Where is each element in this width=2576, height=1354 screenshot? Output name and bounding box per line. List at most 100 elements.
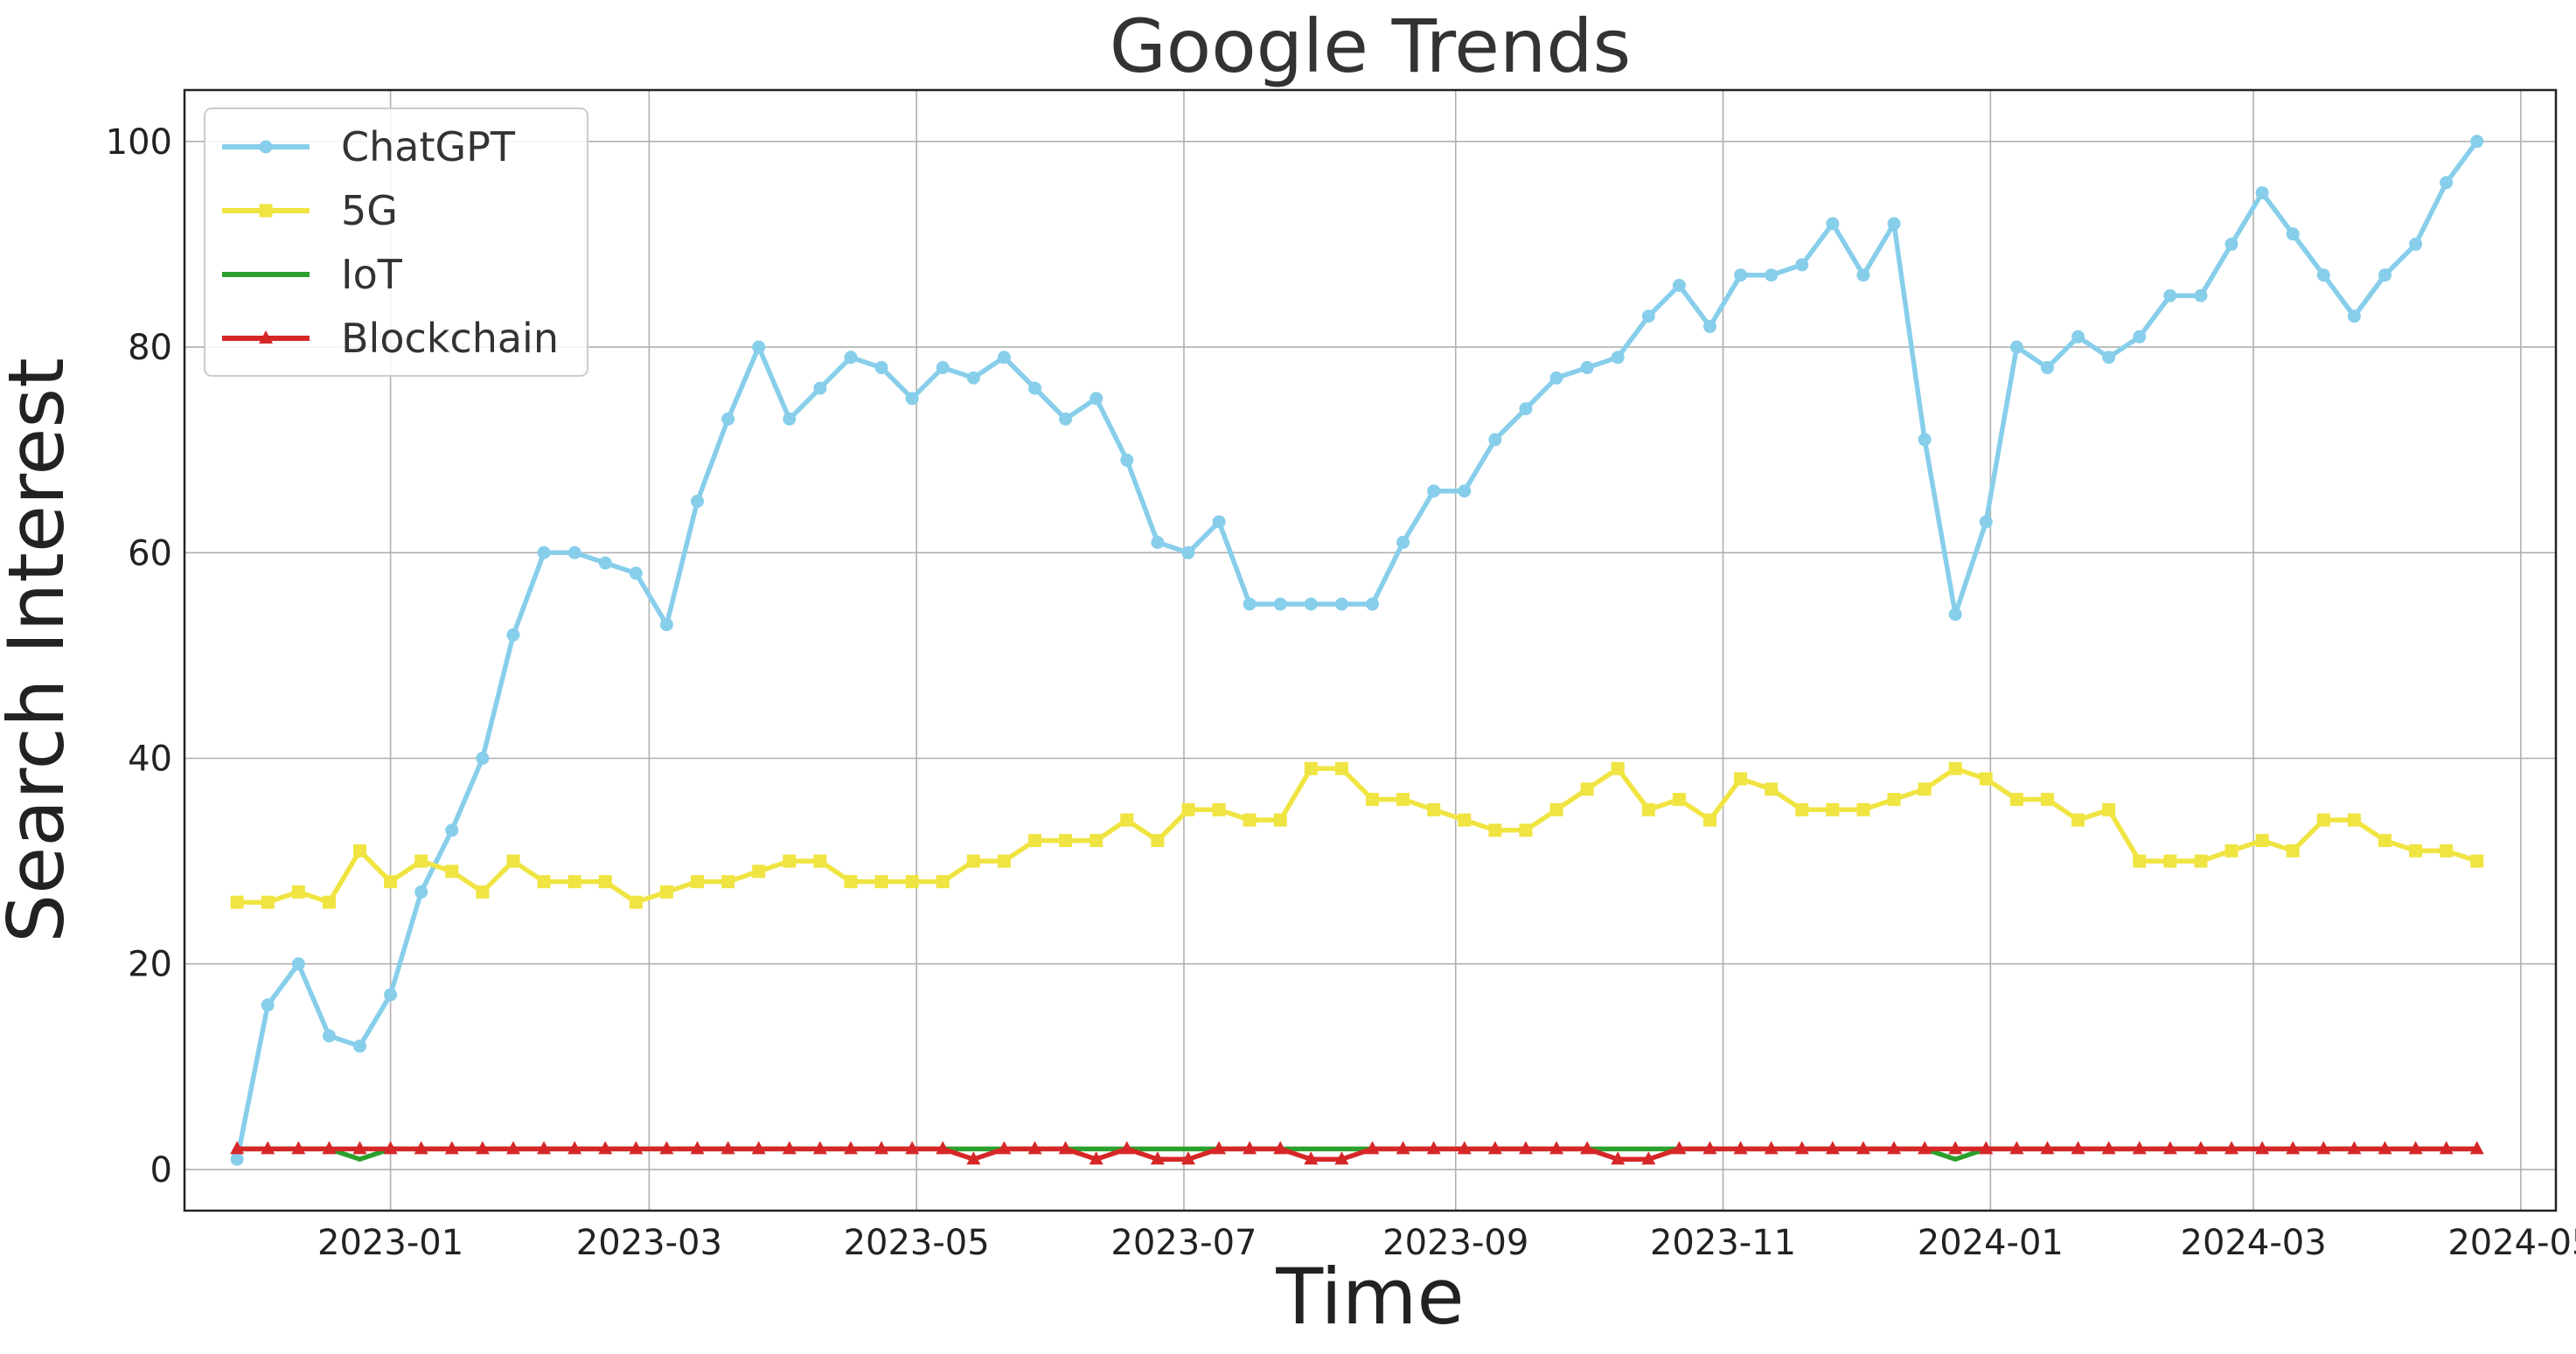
data-point-5g	[2378, 834, 2392, 848]
data-point-blockchain	[2469, 1141, 2484, 1155]
data-point-5g	[1243, 813, 1257, 827]
data-point-chatgpt	[1366, 597, 1380, 611]
data-point-5g	[2255, 834, 2269, 848]
data-point-blockchain	[1948, 1141, 1963, 1155]
data-point-chatgpt	[1396, 536, 1410, 550]
data-point-blockchain	[383, 1141, 398, 1155]
data-point-chatgpt	[230, 1152, 244, 1166]
data-point-blockchain	[659, 1141, 674, 1155]
data-point-blockchain	[1518, 1141, 1533, 1155]
legend-marker	[259, 204, 273, 218]
x-tick-label: 2024-03	[2181, 1223, 2327, 1263]
data-point-blockchain	[475, 1141, 490, 1155]
data-point-chatgpt	[1304, 597, 1318, 611]
data-point-5g	[230, 895, 244, 909]
data-point-blockchain	[997, 1141, 1012, 1155]
series-blockchain	[230, 1141, 2484, 1165]
y-tick-label: 20	[128, 945, 172, 985]
data-point-chatgpt	[2286, 227, 2300, 241]
data-point-blockchain	[2009, 1141, 2024, 1155]
data-point-blockchain	[414, 1141, 428, 1155]
data-point-chatgpt	[598, 556, 612, 570]
data-point-5g	[353, 844, 367, 858]
data-point-5g	[2102, 802, 2116, 816]
data-point-chatgpt	[567, 545, 581, 559]
data-point-chatgpt	[1212, 515, 1226, 529]
data-point-blockchain	[629, 1141, 644, 1155]
data-point-blockchain	[1426, 1141, 1441, 1155]
data-point-5g	[1120, 813, 1134, 827]
data-point-5g	[1304, 761, 1318, 775]
data-point-chatgpt	[721, 412, 735, 426]
data-point-chatgpt	[2224, 237, 2238, 251]
data-point-blockchain	[291, 1141, 306, 1155]
y-tick-label: 60	[128, 533, 172, 573]
data-point-5g	[1672, 793, 1686, 807]
plot-frame	[183, 88, 2558, 1212]
data-point-chatgpt	[659, 618, 673, 632]
data-point-chatgpt	[1826, 217, 1840, 231]
data-point-5g	[2286, 844, 2300, 858]
data-point-blockchain	[1487, 1141, 1502, 1155]
data-point-chatgpt	[2071, 330, 2085, 344]
data-point-chatgpt	[1918, 433, 1932, 447]
data-point-chatgpt	[1795, 258, 1809, 272]
data-point-chatgpt	[1549, 371, 1563, 385]
data-point-blockchain	[1119, 1141, 1134, 1155]
data-point-blockchain	[751, 1141, 766, 1155]
data-point-chatgpt	[1611, 351, 1625, 365]
data-point-blockchain	[1089, 1151, 1104, 1165]
data-point-blockchain	[905, 1141, 920, 1155]
data-point-blockchain	[2162, 1141, 2177, 1155]
data-point-5g	[2071, 813, 2085, 827]
data-point-blockchain	[1702, 1141, 1717, 1155]
data-point-chatgpt	[874, 361, 888, 375]
data-point-chatgpt	[1090, 392, 1104, 406]
data-point-chatgpt	[2194, 288, 2208, 302]
data-point-blockchain	[1855, 1141, 1870, 1155]
data-point-blockchain	[2439, 1141, 2454, 1155]
data-point-blockchain	[1611, 1151, 1626, 1165]
data-point-chatgpt	[2255, 186, 2269, 200]
data-point-chatgpt	[936, 361, 950, 375]
data-point-5g	[2440, 844, 2454, 858]
data-point-5g	[691, 875, 705, 889]
data-point-blockchain	[1212, 1141, 1227, 1155]
data-point-5g	[506, 854, 520, 868]
data-point-blockchain	[2286, 1141, 2301, 1155]
data-point-5g	[384, 875, 398, 889]
data-point-blockchain	[966, 1151, 981, 1165]
data-point-blockchain	[2040, 1141, 2055, 1155]
data-point-chatgpt	[1120, 453, 1134, 467]
data-point-5g	[1580, 782, 1594, 796]
data-point-blockchain	[1273, 1141, 1288, 1155]
data-point-blockchain	[2071, 1141, 2085, 1155]
data-point-blockchain	[1304, 1151, 1319, 1165]
data-point-blockchain	[2101, 1141, 2116, 1155]
data-point-blockchain	[505, 1141, 520, 1155]
data-point-chatgpt	[2316, 268, 2330, 282]
y-tick-label: 80	[128, 328, 172, 368]
y-tick-label: 0	[150, 1150, 172, 1191]
data-point-blockchain	[1918, 1141, 1932, 1155]
data-point-chatgpt	[1765, 268, 1779, 282]
legend-marker	[259, 330, 273, 344]
legend-item-5g: 5G	[222, 187, 398, 234]
data-point-chatgpt	[1979, 515, 1993, 529]
x-tick-label: 2024-01	[1918, 1223, 2064, 1263]
data-point-5g	[2347, 813, 2361, 827]
data-point-blockchain	[2316, 1141, 2331, 1155]
data-point-5g	[2009, 793, 2023, 807]
data-point-5g	[2133, 854, 2147, 868]
legend-label: IoT	[341, 251, 403, 298]
data-point-5g	[1334, 761, 1348, 775]
data-point-5g	[905, 875, 919, 889]
data-point-chatgpt	[353, 1039, 367, 1053]
data-point-5g	[1181, 802, 1195, 816]
data-point-5g	[1734, 772, 1748, 786]
data-point-5g	[936, 875, 950, 889]
data-point-blockchain	[1794, 1141, 1809, 1155]
legend-box	[204, 108, 588, 377]
data-point-blockchain	[567, 1141, 582, 1155]
